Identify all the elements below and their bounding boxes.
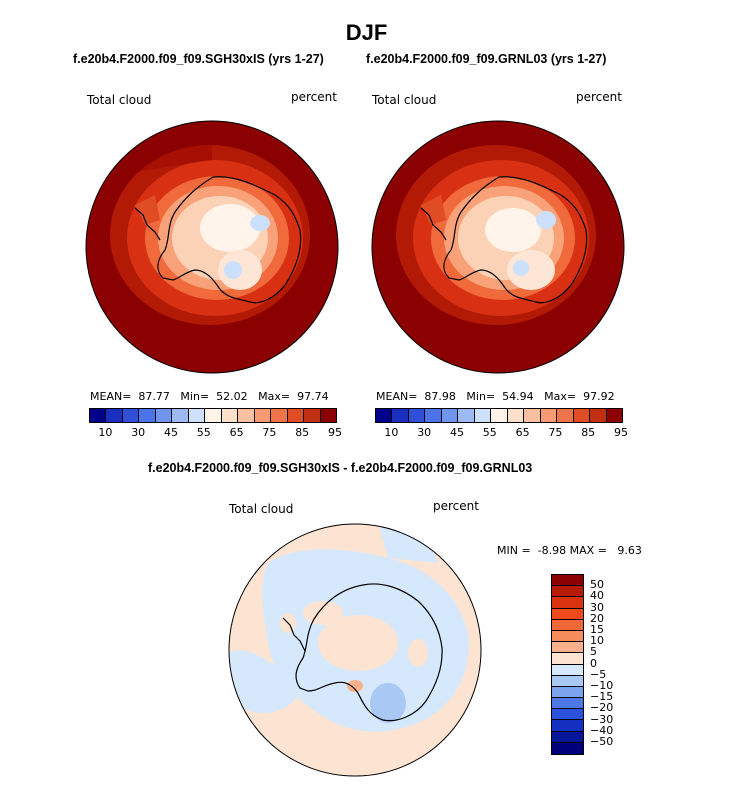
- colorbar-swatch: [491, 409, 508, 422]
- colorbar-swatch: [540, 409, 558, 422]
- colorbar-swatch: [590, 409, 607, 422]
- colorbar-swatch: [221, 409, 239, 422]
- colorbar-tick-label: 10: [98, 426, 113, 439]
- colorbar-swatch: [304, 409, 321, 422]
- panel-2-title: f.e20b4.F2000.f09_f09.GRNL03 (yrs 1-27): [366, 52, 607, 66]
- colorbar-tick-label: 30: [417, 426, 432, 439]
- colorbar-level-label: 50: [590, 578, 604, 592]
- colorbar-swatch: [254, 409, 272, 422]
- colorbar-swatch: [524, 409, 541, 422]
- colorbar-level-label: 20: [590, 611, 604, 625]
- difference-variable: Total cloud: [229, 502, 294, 516]
- panel-1-variable: Total cloud: [87, 93, 152, 107]
- colorbar-level-label: 0: [590, 656, 597, 670]
- colorbar-swatch: [139, 409, 156, 422]
- panel-1-colorbar-ticks: 10 30 45 55 65 75 85 95: [89, 426, 342, 440]
- colorbar-swatch: [552, 575, 583, 587]
- colorbar-swatch: [205, 409, 222, 422]
- colorbar-level-label: −40: [590, 723, 614, 737]
- colorbar-level-label: −30: [590, 712, 614, 726]
- colorbar-swatch: [90, 409, 107, 422]
- colorbar-level-label: −50: [590, 735, 614, 748]
- difference-minmax: MIN = -8.98 MAX = 9.63: [497, 544, 642, 557]
- colorbar-swatch: [507, 409, 525, 422]
- panel-2-colorbar-ticks: 10 30 45 55 65 75 85 95: [375, 426, 628, 440]
- colorbar-tick-label: 75: [262, 426, 277, 439]
- panel-2-units: percent: [576, 90, 622, 104]
- colorbar-swatch: [552, 686, 583, 699]
- colorbar-swatch: [441, 409, 459, 422]
- colorbar-swatch: [552, 608, 583, 620]
- colorbar-swatch: [606, 409, 623, 422]
- panel-1-units: percent: [291, 90, 337, 104]
- colorbar-level-label: −10: [590, 679, 614, 692]
- colorbar-swatch: [238, 409, 255, 422]
- colorbar-swatch: [552, 698, 583, 710]
- colorbar-tick-label: 10: [384, 426, 399, 439]
- colorbar-swatch: [552, 731, 583, 743]
- panel-2-colorbar: [375, 408, 623, 423]
- colorbar-swatch: [552, 597, 583, 609]
- panel-1-map: [85, 120, 339, 374]
- colorbar-swatch: [552, 675, 583, 687]
- colorbar-swatch: [188, 409, 206, 422]
- colorbar-swatch: [552, 664, 583, 676]
- colorbar-swatch: [122, 409, 140, 422]
- colorbar-level-label: −15: [590, 690, 614, 704]
- panel-2-stats: MEAN= 87.98 Min= 54.94 Max= 97.92: [376, 390, 615, 403]
- colorbar-level-label: 30: [590, 600, 604, 614]
- colorbar-swatch: [552, 619, 583, 631]
- difference-title: f.e20b4.F2000.f09_f09.SGH30xIS - f.e20b4…: [148, 461, 533, 475]
- panel-1-colorbar: [89, 408, 337, 423]
- colorbar-tick-label: 85: [581, 426, 596, 439]
- difference-map: [228, 523, 482, 777]
- colorbar-swatch: [106, 409, 123, 422]
- colorbar-level-label: −20: [590, 701, 614, 715]
- colorbar-swatch: [552, 586, 583, 598]
- colorbar-tick-label: 95: [614, 426, 628, 439]
- season-title: DJF: [345, 20, 388, 45]
- colorbar-swatch: [552, 720, 583, 732]
- colorbar-tick-label: 65: [229, 426, 244, 439]
- colorbar-swatch: [552, 709, 583, 721]
- colorbar-swatch: [425, 409, 442, 422]
- colorbar-tick-label: 45: [450, 426, 464, 439]
- colorbar-swatch: [320, 409, 337, 422]
- colorbar-swatch: [573, 409, 591, 422]
- colorbar-swatch: [552, 742, 583, 754]
- colorbar-tick-label: 45: [164, 426, 178, 439]
- colorbar-tick-label: 75: [548, 426, 563, 439]
- colorbar-level-label: 15: [590, 623, 604, 636]
- difference-colorbar: [551, 574, 584, 755]
- colorbar-tick-label: 85: [295, 426, 310, 439]
- panel-2-map: [371, 120, 625, 374]
- difference-units: percent: [433, 499, 479, 513]
- colorbar-tick-label: 95: [328, 426, 342, 439]
- colorbar-tick-label: 55: [482, 426, 497, 439]
- colorbar-swatch: [155, 409, 173, 422]
- panel-2-variable: Total cloud: [372, 93, 437, 107]
- colorbar-swatch: [271, 409, 288, 422]
- panel-1-title: f.e20b4.F2000.f09_f09.SGH30xIS (yrs 1-27…: [73, 52, 324, 66]
- panel-1-stats: MEAN= 87.77 Min= 52.02 Max= 97.74: [90, 390, 329, 403]
- colorbar-swatch: [557, 409, 574, 422]
- colorbar-swatch: [552, 630, 583, 643]
- colorbar-swatch: [172, 409, 189, 422]
- colorbar-tick-label: 65: [515, 426, 530, 439]
- colorbar-swatch: [392, 409, 409, 422]
- colorbar-swatch: [552, 642, 583, 654]
- colorbar-level-label: 5: [590, 645, 597, 659]
- colorbar-level-label: 10: [590, 634, 604, 648]
- colorbar-level-label: −5: [590, 667, 607, 681]
- colorbar-level-label: 40: [590, 589, 604, 603]
- colorbar-tick-label: 30: [131, 426, 146, 439]
- colorbar-swatch: [474, 409, 492, 422]
- colorbar-swatch: [376, 409, 393, 422]
- colorbar-swatch: [552, 653, 583, 665]
- colorbar-swatch: [408, 409, 426, 422]
- colorbar-tick-label: 55: [196, 426, 211, 439]
- colorbar-swatch: [458, 409, 475, 422]
- colorbar-swatch: [287, 409, 305, 422]
